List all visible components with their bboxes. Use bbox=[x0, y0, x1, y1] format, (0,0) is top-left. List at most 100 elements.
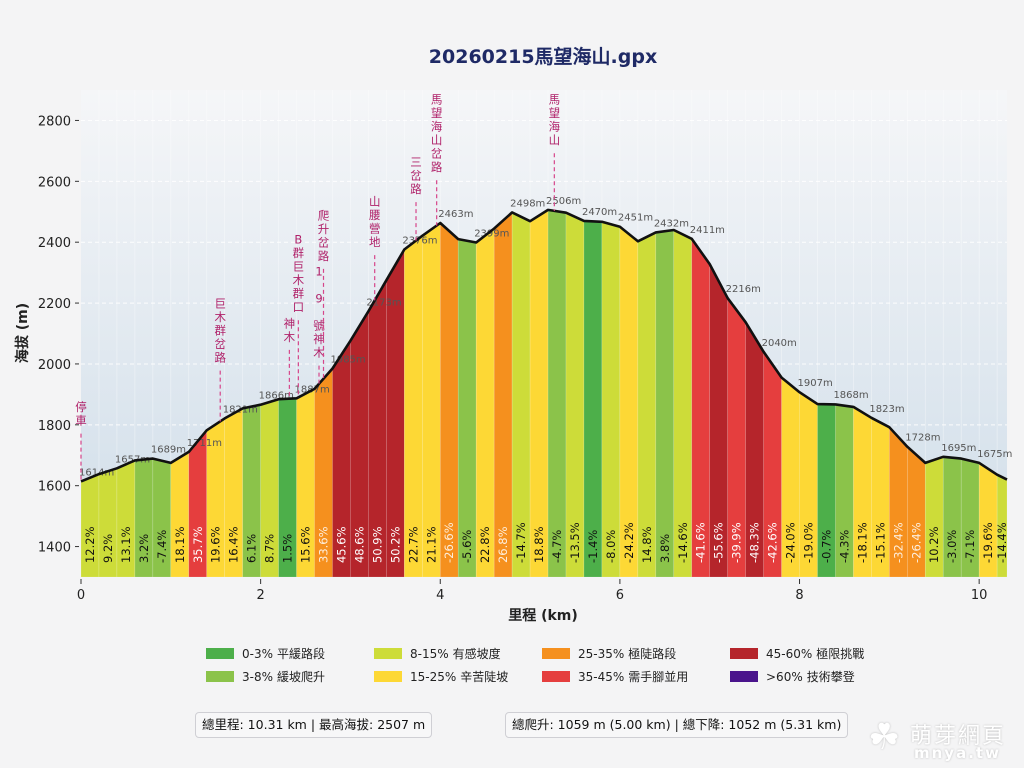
x-tick-label: 4 bbox=[436, 588, 444, 603]
grade-label: 22.8% bbox=[478, 526, 492, 563]
y-tick-label: 2000 bbox=[38, 358, 71, 373]
grade-label: 1.5% bbox=[281, 534, 295, 563]
ascent-descent-stats: 總爬升: 1059 m (5.00 km) | 總下降: 1052 m (5.3… bbox=[505, 712, 849, 738]
elevation-chart: 20260215馬望海山.gpx 1614m1657m1689m1711m182… bbox=[14, 45, 1012, 624]
waypoint-label-char: 路 bbox=[318, 249, 330, 263]
y-tick-label: 1400 bbox=[38, 541, 71, 556]
waypoint-label-char: 馬 bbox=[431, 93, 443, 107]
elevation-label: 2411m bbox=[690, 225, 725, 236]
waypoint-label-char: 神 bbox=[313, 332, 325, 346]
legend-name: 技術攀登 bbox=[806, 670, 855, 684]
grade-label: -39.9% bbox=[730, 522, 744, 563]
grade-label: 35.7% bbox=[191, 526, 205, 563]
waypoint-annotation: 馬望海山 bbox=[549, 93, 561, 211]
grade-label: -15.1% bbox=[873, 522, 887, 563]
waypoint-label-char: 望 bbox=[549, 106, 561, 120]
waypoint-label-char: B bbox=[294, 233, 302, 247]
waypoint-annotation: 停車 bbox=[75, 400, 87, 482]
legend-range: 15-25% bbox=[410, 669, 457, 684]
waypoint-annotation: 神木 bbox=[284, 316, 296, 399]
grade-label: 6.1% bbox=[245, 534, 259, 563]
grade-segment bbox=[529, 209, 549, 577]
waypoint-label-char: 三 bbox=[410, 155, 422, 169]
grade-label: 12.2% bbox=[83, 526, 97, 563]
waypoint-label: 巨木群岔路 bbox=[214, 297, 226, 365]
legend-range: 45-60% bbox=[766, 646, 813, 661]
waypoint-label-char: 山 bbox=[431, 133, 443, 147]
waypoint-label-char: 海 bbox=[431, 120, 443, 134]
grade-segment bbox=[404, 235, 423, 577]
y-axis-label: 海拔 (m) bbox=[14, 303, 31, 363]
grade-label: 48.6% bbox=[352, 526, 366, 563]
elevation-labels: 1614m1657m1689m1711m1821m1866m1887m1985m… bbox=[79, 196, 1012, 479]
grade-label: -26.6% bbox=[442, 522, 456, 563]
chart-title: 20260215馬望海山.gpx bbox=[429, 45, 657, 68]
y-tick-label: 2600 bbox=[38, 175, 71, 190]
legend-item: 0-3% 平緩路段 bbox=[206, 645, 374, 662]
legend-swatch bbox=[206, 671, 234, 682]
waypoint-annotation: 巨木群岔路 bbox=[214, 297, 226, 422]
watermark-en: mnya.tw bbox=[914, 744, 1001, 762]
grade-label: 3.8% bbox=[658, 534, 672, 563]
legend-range: 35-45% bbox=[578, 669, 625, 684]
legend-item: 45-60% 極限挑戰 bbox=[730, 645, 906, 662]
grade-label: -55.6% bbox=[712, 522, 726, 563]
waypoint-label-char: 山 bbox=[549, 133, 561, 147]
grade-label: -13.5% bbox=[568, 522, 582, 563]
grade-segment bbox=[421, 222, 441, 577]
elevation-label: 2498m bbox=[510, 198, 545, 209]
waypoint-label-char: 口 bbox=[293, 300, 305, 314]
legend-name: 極限挑戰 bbox=[816, 647, 865, 661]
grade-label: -4.3% bbox=[837, 530, 851, 563]
waypoint-label-char: 岔 bbox=[410, 169, 422, 183]
x-tick-label: 8 bbox=[795, 588, 803, 603]
watermark-cn: 萌芽網頁 bbox=[910, 724, 1007, 749]
y-tick-label: 1600 bbox=[38, 480, 71, 495]
grade-label: -4.7% bbox=[550, 530, 564, 563]
grade-label: 8.7% bbox=[263, 534, 277, 563]
waypoint-label-char: 巨 bbox=[293, 260, 305, 274]
grade-label: 3.2% bbox=[137, 534, 151, 563]
waypoint-label-char: 路 bbox=[214, 351, 226, 365]
waypoint-annotation: 山腰營地 bbox=[369, 195, 381, 301]
waypoint-label-char: 車 bbox=[75, 414, 87, 428]
legend-name: 需手腳並用 bbox=[628, 670, 689, 684]
waypoint-label-char: 木 bbox=[313, 346, 325, 360]
grade-label: 13.1% bbox=[119, 526, 133, 563]
y-tick-label: 2800 bbox=[38, 114, 71, 129]
legend-swatch bbox=[730, 648, 758, 659]
grade-label: -24.0% bbox=[784, 522, 798, 563]
legend-swatch bbox=[206, 648, 234, 659]
waypoint-annotation: 馬望海山岔路 bbox=[431, 93, 443, 226]
legend-name: 緩坡爬升 bbox=[277, 670, 326, 684]
y-tick-label: 2200 bbox=[38, 297, 71, 312]
elevation-label: 2451m bbox=[618, 213, 653, 224]
elevation-label: 1711m bbox=[187, 438, 222, 449]
grade-label: 26.8% bbox=[496, 526, 510, 563]
waypoint-label: B 群巨木群口 bbox=[293, 233, 305, 315]
grade-segment bbox=[457, 238, 477, 577]
legend-item: 35-45% 需手腳並用 bbox=[542, 668, 730, 685]
y-axis: 1400 1600 1800 2000 2200 2400 2600 2800 bbox=[38, 114, 79, 556]
waypoint-label-char: 馬 bbox=[549, 93, 561, 107]
legend-name: 平緩路段 bbox=[277, 647, 326, 661]
legend-item: 15-25% 辛苦陡坡 bbox=[374, 668, 542, 685]
legend-swatch bbox=[542, 671, 570, 682]
elevation-label: 1728m bbox=[905, 433, 940, 444]
grade-label: -41.6% bbox=[694, 522, 708, 563]
grade-segment bbox=[493, 211, 513, 577]
x-tick-label: 2 bbox=[256, 588, 264, 603]
waypoint-label-char: 1 bbox=[315, 265, 322, 279]
elevation-label: 1868m bbox=[833, 390, 868, 401]
legend-item: 8-15% 有感坡度 bbox=[374, 645, 542, 662]
elevation-label: 1907m bbox=[798, 378, 833, 389]
legend-swatch bbox=[730, 671, 758, 682]
elevation-label: 1675m bbox=[977, 449, 1012, 460]
waypoint-label-char: 木 bbox=[293, 273, 305, 287]
waypoint-label-char: 望 bbox=[431, 106, 443, 120]
y-tick-label: 1800 bbox=[38, 419, 71, 434]
distance-max-elevation-stats: 總里程: 10.31 km | 最高海拔: 2507 m bbox=[195, 712, 433, 738]
grade-label: 18.8% bbox=[532, 526, 546, 563]
waypoint-label-char: 岔 bbox=[214, 337, 226, 351]
